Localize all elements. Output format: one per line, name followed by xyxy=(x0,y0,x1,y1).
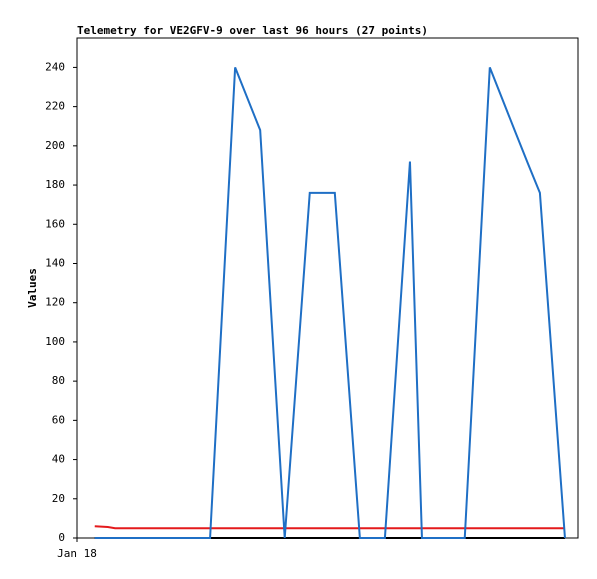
x-tick-label: Jan 18 xyxy=(57,547,97,560)
y-tick-label: 220 xyxy=(45,100,65,113)
y-tick-label: 0 xyxy=(58,531,65,544)
y-tick-label: 140 xyxy=(45,256,65,269)
y-tick-label: 120 xyxy=(45,296,65,309)
chart-title: Telemetry for VE2GFV-9 over last 96 hour… xyxy=(77,24,428,37)
y-tick-label: 160 xyxy=(45,217,65,230)
y-tick-label: 180 xyxy=(45,178,65,191)
series-line xyxy=(94,67,566,539)
y-tick-label: 200 xyxy=(45,139,65,152)
y-axis-label: Values xyxy=(26,268,39,308)
y-tick-label: 40 xyxy=(52,453,65,466)
plot-frame xyxy=(76,37,579,539)
y-tick-label: 60 xyxy=(52,413,65,426)
series-line xyxy=(94,525,565,530)
y-tick-label: 100 xyxy=(45,335,65,348)
y-tick-label: 80 xyxy=(52,374,65,387)
y-tick-label: 240 xyxy=(45,60,65,73)
y-tick-label: 20 xyxy=(52,492,65,505)
